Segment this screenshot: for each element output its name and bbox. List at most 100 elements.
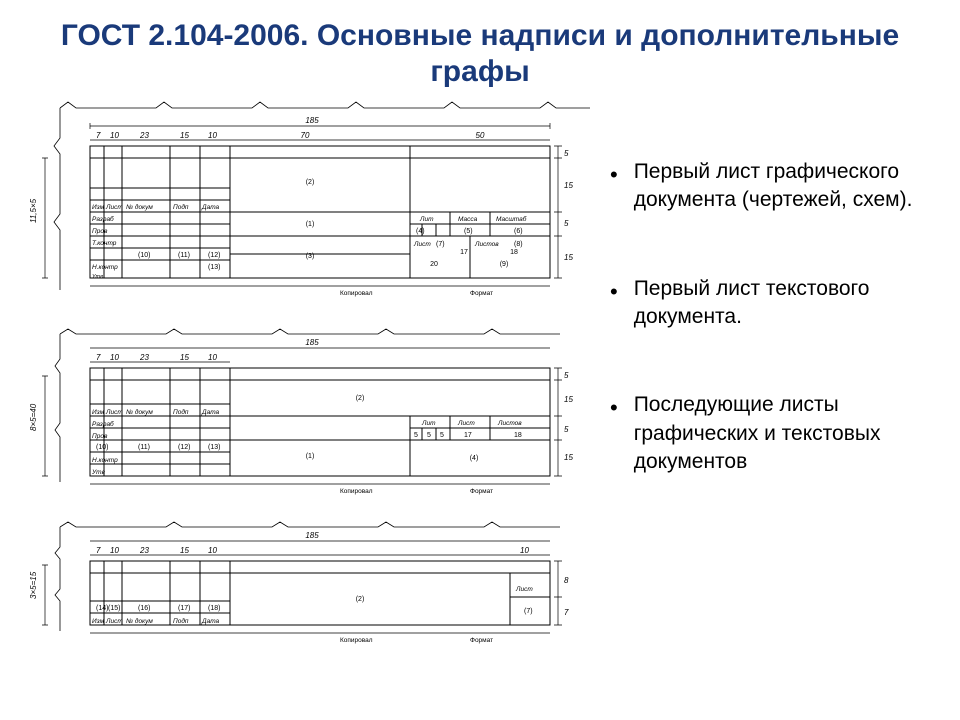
- svg-text:Формат: Формат: [470, 488, 493, 495]
- svg-text:185: 185: [305, 531, 319, 540]
- svg-text:(7): (7): [524, 608, 533, 615]
- svg-text:Н.контр: Н.контр: [92, 264, 118, 271]
- svg-text:(13): (13): [208, 264, 220, 271]
- svg-text:(15): (15): [108, 605, 120, 612]
- svg-text:Формат: Формат: [470, 290, 493, 297]
- svg-text:Копировал: Копировал: [340, 637, 373, 644]
- svg-text:Дата: Дата: [201, 618, 220, 625]
- svg-text:Лит: Лит: [421, 420, 436, 427]
- svg-text:Лит: Лит: [419, 216, 434, 223]
- bullet-3-text: Последующие листы графических и текстовы…: [634, 391, 940, 476]
- svg-text:17: 17: [460, 249, 468, 256]
- bullet-dot-icon: •: [610, 160, 618, 190]
- svg-text:№ докум: № докум: [126, 203, 153, 211]
- svg-text:(14): (14): [96, 605, 108, 612]
- title-block-form2: 8×5=40 185 7 10 23 15 10: [30, 326, 590, 501]
- svg-text:Листов: Листов: [497, 420, 522, 427]
- svg-text:(8): (8): [514, 241, 523, 248]
- svg-text:(11): (11): [178, 252, 190, 259]
- bullet-list: • Первый лист графического документа (че…: [590, 98, 940, 672]
- svg-text:17: 17: [464, 432, 472, 439]
- svg-text:5: 5: [564, 149, 569, 158]
- svg-text:№ докум: № докум: [126, 408, 153, 416]
- svg-text:Формат: Формат: [470, 637, 493, 644]
- bullet-2-text: Первый лист текстового документа.: [634, 275, 940, 332]
- svg-text:10: 10: [208, 546, 217, 555]
- svg-text:(13): (13): [208, 444, 220, 451]
- svg-text:№ докум: № докум: [126, 617, 153, 625]
- svg-text:15: 15: [180, 546, 189, 555]
- svg-text:(1): (1): [306, 453, 315, 460]
- svg-text:Изм: Изм: [92, 618, 105, 625]
- col-dims-1: 7 10 23 15 10 70 50: [90, 131, 550, 140]
- svg-text:7: 7: [96, 353, 101, 362]
- content-area: 11,5×5 185 7 10 23 15 10 70 50: [0, 98, 960, 672]
- svg-text:(4): (4): [470, 455, 479, 462]
- svg-text:(11): (11): [138, 444, 150, 451]
- svg-text:Копировал: Копировал: [340, 290, 373, 297]
- svg-text:(5): (5): [464, 228, 473, 235]
- svg-text:Т.контр: Т.контр: [92, 240, 117, 247]
- svg-text:7: 7: [96, 546, 101, 555]
- dim-185-1: 185: [305, 116, 319, 125]
- svg-text:Подп: Подп: [173, 617, 189, 625]
- bullet-1: • Первый лист графического документа (че…: [610, 158, 940, 215]
- svg-text:Н.контр: Н.контр: [92, 457, 118, 464]
- svg-text:Дата: Дата: [201, 204, 220, 211]
- svg-text:8×5=40: 8×5=40: [30, 403, 38, 431]
- svg-text:7: 7: [564, 608, 569, 617]
- svg-text:5: 5: [564, 425, 569, 434]
- svg-text:5: 5: [414, 432, 418, 439]
- svg-text:(2): (2): [306, 179, 315, 186]
- svg-text:23: 23: [139, 131, 149, 140]
- svg-text:Подп: Подп: [173, 203, 189, 211]
- col-dims-2: 7 10 23 15 10: [90, 353, 230, 362]
- svg-text:10: 10: [520, 546, 529, 555]
- bullet-dot-icon: •: [610, 393, 618, 423]
- svg-text:15: 15: [180, 131, 189, 140]
- svg-text:Лист: Лист: [413, 241, 431, 248]
- title-block-form3: 3×5=15 185 7 10 23 15 10 10: [30, 519, 590, 654]
- svg-text:(9): (9): [500, 261, 509, 268]
- diagram-column: 11,5×5 185 7 10 23 15 10 70 50: [30, 98, 590, 672]
- svg-text:Разраб: Разраб: [92, 215, 114, 223]
- svg-text:18: 18: [510, 249, 518, 256]
- svg-text:Дата: Дата: [201, 409, 220, 416]
- bullet-3: • Последующие листы графических и тексто…: [610, 391, 940, 476]
- svg-text:7: 7: [96, 131, 101, 140]
- svg-text:(1): (1): [306, 221, 315, 228]
- svg-text:Утв: Утв: [91, 469, 106, 476]
- svg-text:Лист: Лист: [105, 409, 123, 416]
- svg-text:70: 70: [301, 131, 310, 140]
- svg-text:20: 20: [430, 261, 438, 268]
- svg-text:(12): (12): [208, 252, 220, 259]
- svg-text:Пров: Пров: [92, 433, 108, 440]
- svg-text:Лист: Лист: [457, 420, 475, 427]
- svg-text:15: 15: [180, 353, 189, 362]
- bullet-1-text: Первый лист графического документа (черт…: [634, 158, 940, 215]
- svg-text:23: 23: [139, 546, 149, 555]
- svg-text:15: 15: [564, 181, 573, 190]
- title-block-form1: 11,5×5 185 7 10 23 15 10 70 50: [30, 98, 590, 308]
- svg-text:(16): (16): [138, 605, 150, 612]
- svg-text:(2): (2): [356, 395, 365, 402]
- svg-text:(6): (6): [514, 228, 523, 235]
- svg-text:185: 185: [305, 338, 319, 347]
- svg-text:Листов: Листов: [474, 241, 499, 248]
- svg-text:8: 8: [564, 576, 569, 585]
- svg-text:(10): (10): [96, 444, 108, 451]
- bullet-2: • Первый лист текстового документа.: [610, 275, 940, 332]
- svg-text:5: 5: [564, 219, 569, 228]
- svg-text:Подп: Подп: [173, 408, 189, 416]
- svg-text:Изм: Изм: [92, 204, 105, 211]
- svg-text:Лист: Лист: [105, 618, 123, 625]
- svg-text:Пров: Пров: [92, 228, 108, 235]
- slide-title: ГОСТ 2.104-2006. Основные надписи и допо…: [0, 0, 960, 98]
- svg-text:Разраб: Разраб: [92, 420, 114, 428]
- svg-text:(12): (12): [178, 444, 190, 451]
- svg-text:(7): (7): [436, 241, 445, 248]
- svg-text:23: 23: [139, 353, 149, 362]
- svg-text:(2): (2): [356, 596, 365, 603]
- svg-text:50: 50: [476, 131, 485, 140]
- svg-text:5: 5: [427, 432, 431, 439]
